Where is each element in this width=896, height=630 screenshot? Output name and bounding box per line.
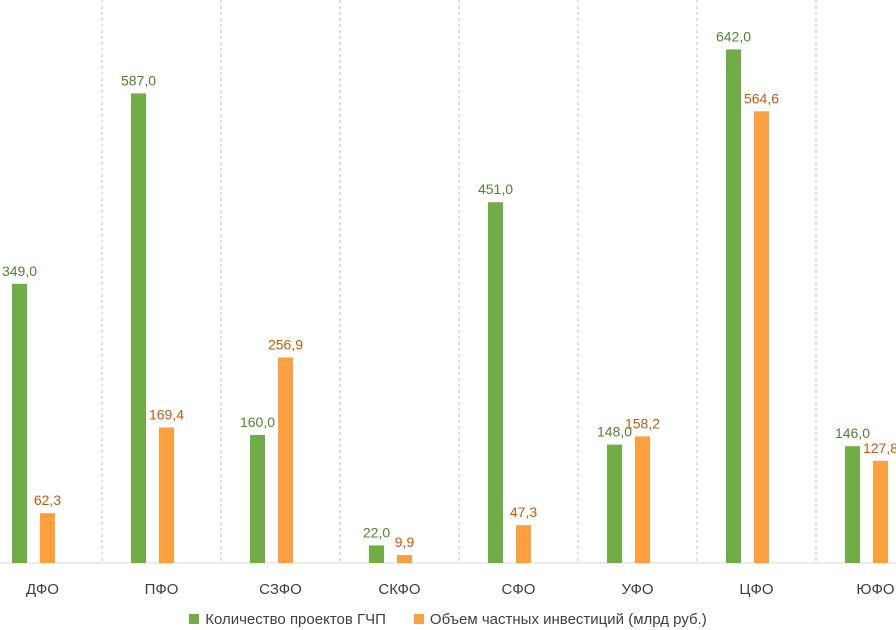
legend-label-investments: Объем частных инвестиций (млрд руб.) bbox=[429, 610, 707, 628]
bar-projects-7 bbox=[845, 446, 860, 563]
bar-projects-5 bbox=[607, 444, 622, 563]
legend: Количество проектов ГЧП Объем частных ин… bbox=[0, 608, 896, 630]
category-label-7: ЮФО bbox=[856, 581, 894, 598]
legend-item-projects: Количество проектов ГЧП bbox=[189, 611, 386, 628]
bar-projects-2 bbox=[250, 435, 265, 563]
value-label-investments-4: 47,3 bbox=[510, 504, 537, 520]
bar-investments-3 bbox=[397, 555, 412, 563]
value-label-investments-6: 564,6 bbox=[744, 90, 779, 106]
bar-investments-1 bbox=[159, 427, 174, 563]
category-label-0: ДФО bbox=[26, 581, 59, 598]
bar-investments-6 bbox=[754, 111, 769, 563]
category-label-3: СКФО bbox=[378, 581, 420, 598]
bar-investments-2 bbox=[278, 357, 293, 563]
bar-investments-0 bbox=[40, 513, 55, 563]
value-label-projects-0: 349,0 bbox=[2, 263, 37, 279]
bar-investments-7 bbox=[873, 460, 888, 563]
legend-item-investments: Объем частных инвестиций (млрд руб.) bbox=[413, 610, 707, 628]
value-label-investments-7: 127,8 bbox=[863, 440, 896, 456]
value-label-investments-2: 256,9 bbox=[268, 336, 303, 352]
value-label-projects-6: 642,0 bbox=[716, 28, 751, 44]
bar-projects-4 bbox=[488, 202, 503, 563]
value-label-investments-3: 9,9 bbox=[395, 534, 415, 550]
bar-chart: 349,0 62,3 587,0 169,4 160,0 256,9 22,0 9,9 451,… bbox=[0, 0, 896, 598]
category-label-5: УФО bbox=[621, 581, 653, 598]
category-label-2: СЗФО bbox=[259, 581, 302, 598]
legend-label-projects: Количество проектов ГЧП bbox=[205, 610, 386, 628]
bar-projects-6 bbox=[726, 49, 741, 563]
value-label-projects-1: 587,0 bbox=[121, 72, 156, 88]
value-label-investments-5: 158,2 bbox=[625, 415, 660, 431]
value-label-projects-3: 22,0 bbox=[363, 524, 390, 540]
value-label-investments-1: 169,4 bbox=[149, 406, 184, 422]
legend-swatch-investments bbox=[413, 614, 424, 624]
category-label-6: ЦФО bbox=[739, 581, 773, 598]
value-labels-layer: 349,0 62,3 587,0 169,4 160,0 256,9 22,0 9,9 451,… bbox=[2, 28, 896, 550]
value-label-projects-2: 160,0 bbox=[240, 414, 275, 430]
legend-swatch-projects bbox=[189, 614, 200, 624]
bar-projects-3 bbox=[369, 545, 384, 563]
value-label-projects-5: 148,0 bbox=[597, 424, 632, 440]
category-separators bbox=[101, 0, 817, 563]
bar-projects-1 bbox=[131, 93, 146, 564]
bar-projects-0 bbox=[12, 283, 27, 563]
value-label-projects-7: 146,0 bbox=[835, 425, 870, 441]
value-label-investments-0: 62,3 bbox=[34, 492, 61, 508]
category-label-1: ПФО bbox=[145, 581, 179, 598]
bar-investments-4 bbox=[516, 525, 531, 563]
bar-investments-5 bbox=[635, 436, 650, 563]
bars-layer bbox=[12, 49, 888, 564]
value-label-projects-4: 451,0 bbox=[478, 181, 513, 197]
category-labels-layer: ДФО ПФО СЗФО СКФО СФО УФО ЦФО ЮФО bbox=[26, 581, 895, 598]
category-label-4: СФО bbox=[502, 581, 536, 598]
